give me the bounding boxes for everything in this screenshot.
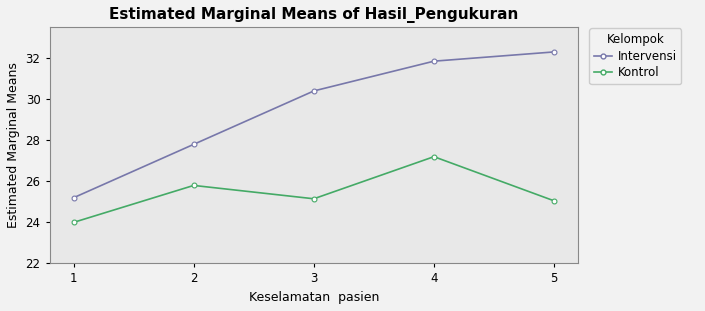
Y-axis label: Estimated Marginal Means: Estimated Marginal Means <box>7 63 20 228</box>
Intervensi <box>309 89 318 93</box>
Intervensi <box>550 50 558 54</box>
Kontrol <box>190 183 198 187</box>
Title: Estimated Marginal Means of Hasil_Pengukuran: Estimated Marginal Means of Hasil_Penguk… <box>109 7 518 23</box>
Intervensi <box>430 59 439 63</box>
X-axis label: Keselamatan  pasien: Keselamatan pasien <box>249 291 379 304</box>
Line: Kontrol: Kontrol <box>71 154 556 225</box>
Kontrol <box>309 197 318 201</box>
Line: Intervensi: Intervensi <box>71 49 556 200</box>
Legend: Intervensi, Kontrol: Intervensi, Kontrol <box>589 29 682 84</box>
Kontrol <box>550 199 558 203</box>
Intervensi <box>69 196 78 200</box>
Kontrol <box>69 220 78 224</box>
Kontrol <box>430 155 439 159</box>
Intervensi <box>190 142 198 146</box>
